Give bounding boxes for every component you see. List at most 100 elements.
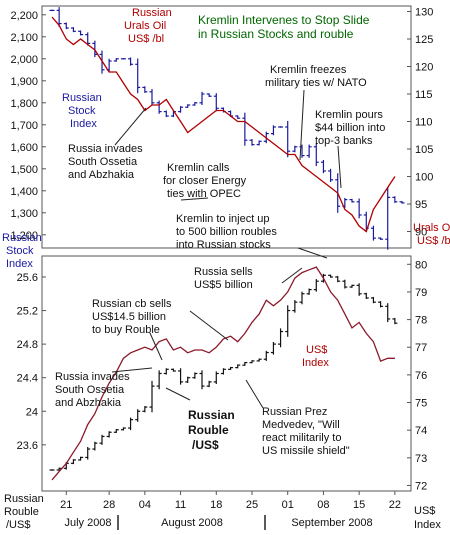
ohlc-bar <box>320 160 326 174</box>
ohlc-bar <box>56 7 62 27</box>
bottom-series-bars-0 <box>49 273 398 471</box>
ohlc-bar <box>378 237 384 240</box>
annotation-pointers <box>111 89 342 409</box>
bottom-right-tick-label: 76 <box>415 370 427 382</box>
ohlc-bar <box>135 58 141 94</box>
ohlc-bar <box>206 93 212 97</box>
ohlc-bar <box>313 279 319 292</box>
rsi-axis-label-2: Stock <box>6 245 34 257</box>
urals-label-2: Urals Oil <box>124 20 166 32</box>
top-right-tick-label: 115 <box>415 89 433 101</box>
ohlc-bar <box>370 225 376 241</box>
ohlc-bar <box>185 376 191 383</box>
ohlc-bar <box>135 409 141 422</box>
ohlc-bar <box>349 198 355 203</box>
bottom-left-tick-label: 25.2 <box>17 306 38 318</box>
ohlc-bar <box>335 275 341 283</box>
ohlc-bar <box>106 431 112 438</box>
ohlc-bar <box>378 301 384 308</box>
ohlc-bar <box>199 370 205 390</box>
annotation-opec-2: for closer Energy <box>163 175 247 187</box>
top-right-tick-label: 125 <box>415 34 433 46</box>
annotation-cb-3: to buy Rouble <box>92 324 160 336</box>
ohlc-bar <box>299 291 305 305</box>
ohlc-bar <box>306 144 312 158</box>
top-panel-frame <box>41 5 412 249</box>
ohlc-bar <box>192 372 198 379</box>
ohlc-bar <box>292 145 298 153</box>
annotation-inject-1: Kremlin to inject up <box>176 213 270 225</box>
top-left-tick-label: 2,000 <box>10 54 38 66</box>
top-series-line-1 <box>51 16 396 233</box>
ohlc-bar <box>142 406 148 413</box>
ohlc-bar <box>363 292 369 300</box>
ohlc-bar <box>392 196 398 203</box>
ohlc-bar <box>178 106 184 113</box>
ohlc-bar <box>149 380 155 413</box>
ohlc-bar <box>270 342 276 355</box>
chart-title-line-1: Kremlin Intervenes to Stop Slide <box>198 13 370 27</box>
urals-label-3: US$ /bl <box>128 33 164 45</box>
top-left-tick-label: 1,900 <box>10 76 38 88</box>
ohlc-bar <box>235 364 241 369</box>
top-right-tick-label: 100 <box>415 172 433 184</box>
ohlc-bar <box>49 9 55 12</box>
x-tick-label: 18 <box>210 499 222 511</box>
ohlc-bar <box>256 140 262 146</box>
bottom-left-tick-label: 25.6 <box>17 272 38 284</box>
rouble-axis-label-1: Russian <box>4 493 44 505</box>
ohlc-bar <box>213 371 219 384</box>
annotation-banks-3: top-3 banks <box>315 135 373 147</box>
annotation-banks-2: $44 billion into <box>315 122 385 134</box>
x-tick-label: 21 <box>60 499 72 511</box>
ohlc-bar <box>185 104 191 108</box>
bottom-right-tick-label: 78 <box>415 315 427 327</box>
ohlc-bar <box>220 368 226 375</box>
usd-axis-label-2: Index <box>414 519 441 531</box>
ohlc-bar <box>192 102 198 106</box>
annotation-medvedev-3: react militarily to <box>262 432 341 444</box>
ohlc-bar <box>49 469 55 471</box>
chart-title-line-2: in Russian Stocks and rouble <box>198 27 354 41</box>
bottom-right-tick-label: 75 <box>415 398 427 410</box>
ohlc-bar <box>306 288 312 295</box>
ohlc-bar <box>242 112 248 146</box>
ohlc-bar <box>142 86 148 93</box>
bottom-series-line-1 <box>51 266 395 481</box>
ohlc-bar <box>178 368 184 385</box>
ohlc-bar <box>278 126 284 128</box>
rsi-label-2: Stock <box>68 105 96 117</box>
ohlc-bar <box>70 27 76 33</box>
ohlc-bar <box>92 40 98 58</box>
bottom-right-tick-label: 72 <box>415 480 427 492</box>
x-tick-label: 08 <box>317 499 329 511</box>
bottom-left-tick-label: 24.4 <box>17 373 38 385</box>
x-tick-label: 11 <box>175 499 186 511</box>
ohlc-bar <box>206 380 212 388</box>
annotation-nato-2: military ties w/ NATO <box>265 77 367 89</box>
ohlc-bar <box>385 303 391 323</box>
annotation-medvedev-4: US missile shield" <box>262 445 350 457</box>
top-right-tick-label: 105 <box>415 144 433 156</box>
annotation-inject-3: into Russian stocks <box>176 239 271 251</box>
ohlc-bar <box>128 57 134 66</box>
x-tick-label: 04 <box>139 499 151 511</box>
ohlc-bar <box>170 368 176 372</box>
rouble-label-1: Russian <box>188 408 235 422</box>
bottom-right-tick-label: 77 <box>415 342 427 354</box>
top-right-tick-label: 95 <box>415 199 427 211</box>
ohlc-bar <box>392 317 398 325</box>
top-left-tick-label: 2,200 <box>10 10 38 22</box>
ohlc-bar <box>270 125 276 136</box>
top-right-tick-label: 120 <box>415 62 433 74</box>
annotation-sells5-2: US$5 billion <box>194 279 253 291</box>
ohlc-bar <box>63 22 69 30</box>
bottom-left-tick-label: 24 <box>26 406 38 418</box>
ohlc-bar <box>292 300 298 313</box>
top-left-tick-label: 1,800 <box>10 98 38 110</box>
annotation-invade-bottom-3: and Abzhakia <box>55 397 122 409</box>
bottom-panel-frame <box>41 255 412 492</box>
top-left-tick-label: 2,100 <box>10 32 38 44</box>
bottom-right-tick-label: 74 <box>415 425 427 437</box>
